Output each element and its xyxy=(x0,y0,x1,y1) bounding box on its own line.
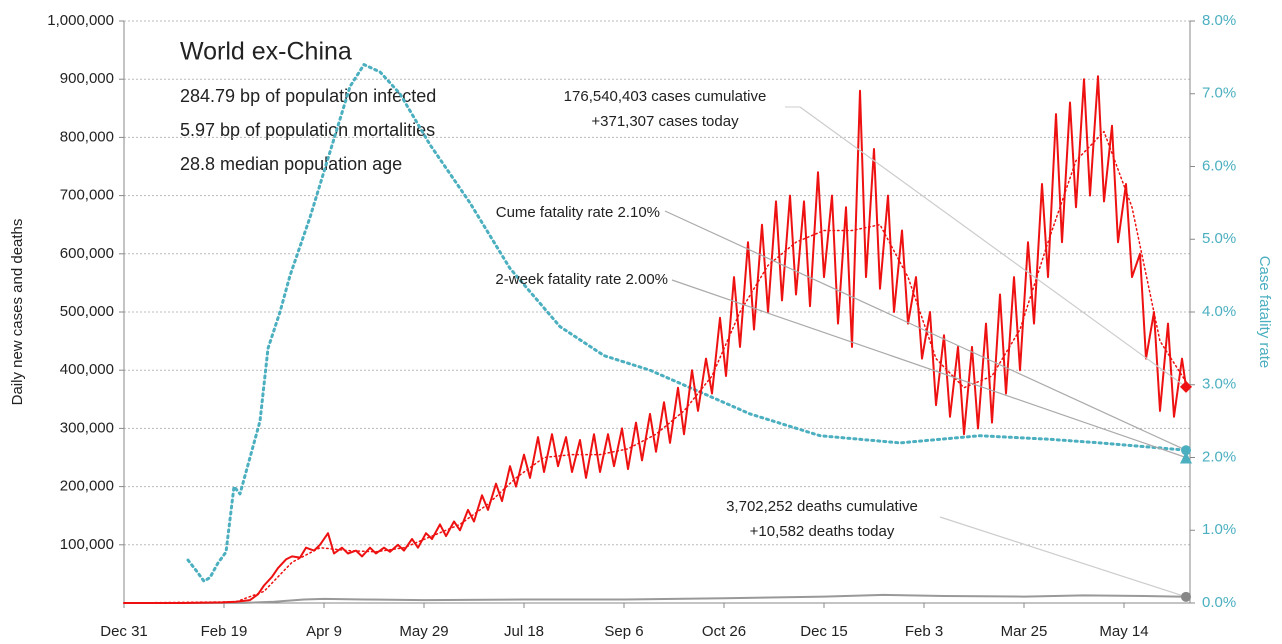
y-tick-label: 500,000 xyxy=(60,303,114,320)
y2-tick-label: 2.0% xyxy=(1202,448,1236,465)
x-tick-label: Jul 18 xyxy=(504,623,544,640)
y-tick-label: 300,000 xyxy=(60,419,114,436)
x-tick-label: Mar 25 xyxy=(1001,623,1048,640)
y2-tick-label: 1.0% xyxy=(1202,521,1236,538)
series-line xyxy=(186,63,1188,583)
end-marker xyxy=(1180,380,1192,393)
y2-axis-label: Case fatality rate xyxy=(1256,256,1273,369)
info-line: 28.8 median population age xyxy=(180,154,402,174)
y2-tick-label: 0.0% xyxy=(1202,594,1236,611)
y-tick-label: 600,000 xyxy=(60,245,114,262)
leader-line xyxy=(664,210,1187,451)
info-line: 284.79 bp of population infected xyxy=(180,86,436,106)
leader-line xyxy=(939,516,1187,598)
y-tick-label: 700,000 xyxy=(60,187,114,204)
y2-tick-label: 6.0% xyxy=(1202,157,1236,174)
x-tick-label: Sep 6 xyxy=(604,623,643,640)
info-line: 5.97 bp of population mortalities xyxy=(180,120,435,140)
leader-line xyxy=(671,279,1187,459)
y-tick-label: 900,000 xyxy=(60,70,114,87)
annotation: Cume fatality rate 2.10% xyxy=(496,204,660,221)
y-tick-label: 100,000 xyxy=(60,536,114,553)
series-line xyxy=(123,130,1187,604)
x-tick-label: Oct 26 xyxy=(702,623,746,640)
x-tick-label: Feb 3 xyxy=(905,623,943,640)
y2-tick-label: 7.0% xyxy=(1202,85,1236,102)
y-tick-label: 400,000 xyxy=(60,361,114,378)
y-tick-label: 800,000 xyxy=(60,128,114,145)
annotation: +10,582 deaths today xyxy=(750,523,895,540)
end-marker xyxy=(1181,591,1191,602)
x-tick-label: Dec 31 xyxy=(100,623,148,640)
y-axis-label: Daily new cases and deaths xyxy=(9,219,26,406)
y-tick-label: 200,000 xyxy=(60,478,114,495)
annotation: +371,307 cases today xyxy=(591,113,739,130)
x-tick-label: May 29 xyxy=(399,623,448,640)
x-tick-label: May 14 xyxy=(1099,623,1148,640)
annotation: 3,702,252 deaths cumulative xyxy=(726,498,918,515)
leader-line xyxy=(799,106,1187,388)
annotation: 2-week fatality rate 2.00% xyxy=(495,271,668,288)
y2-tick-label: 8.0% xyxy=(1202,12,1236,29)
y2-tick-label: 4.0% xyxy=(1202,303,1236,320)
series-line xyxy=(123,593,1187,604)
y2-tick-label: 5.0% xyxy=(1202,230,1236,247)
x-tick-label: Dec 15 xyxy=(800,623,848,640)
y-tick-label: 1,000,000 xyxy=(47,12,114,29)
y2-tick-label: 3.0% xyxy=(1202,376,1236,393)
end-marker xyxy=(1180,451,1192,464)
series-line xyxy=(123,75,1187,604)
end-marker xyxy=(1181,445,1191,456)
annotation: 176,540,403 cases cumulative xyxy=(564,88,767,105)
x-tick-label: Apr 9 xyxy=(306,623,342,640)
info-title: World ex-China xyxy=(180,38,352,66)
x-tick-label: Feb 19 xyxy=(201,623,248,640)
